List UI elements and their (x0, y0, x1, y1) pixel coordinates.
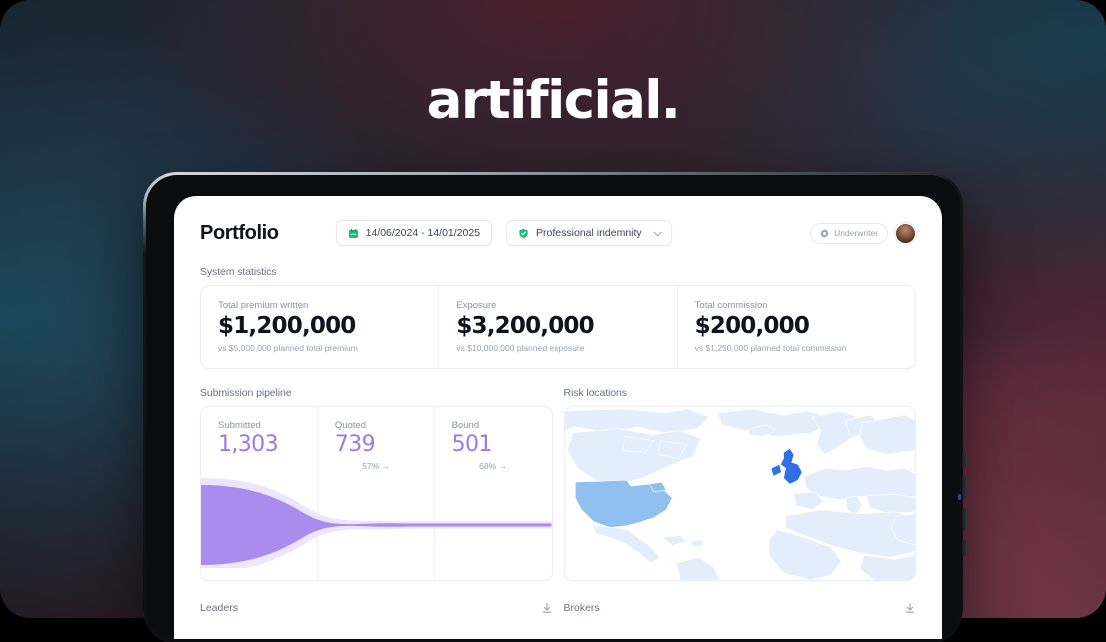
tablet-bezel: Portfolio 14/06/2024 - 14/01/2025 (146, 175, 960, 639)
role-badge-label: Underwriter (834, 228, 878, 238)
funnel-stage: Quoted 739 (318, 420, 435, 457)
download-icon[interactable] (541, 602, 553, 614)
page-title: Portfolio (200, 222, 279, 245)
world-choropleth-svg (565, 407, 916, 580)
bottom-row: Leaders Brokers (200, 602, 916, 614)
date-range-value: 14/06/2024 - 14/01/2025 (366, 227, 480, 239)
funnel-stage-label: Quoted (335, 420, 435, 431)
stat-label: Total premium written (218, 300, 421, 311)
leaders-title: Leaders (200, 602, 238, 614)
app-screen: Portfolio 14/06/2024 - 14/01/2025 (174, 196, 942, 639)
section-label-risk-locations: Risk locations (564, 387, 917, 399)
brokers-table-header: Brokers (564, 602, 917, 614)
funnel-stage: Bound 501 (435, 420, 552, 457)
header-user-area: Underwriter (810, 223, 916, 244)
funnel-stage-value: 1,303 (218, 432, 318, 457)
system-statistics-strip: Total premium written $1,200,000 vs $5,0… (200, 285, 916, 369)
brand-wordmark: artificial. (0, 70, 1106, 131)
funnel-stage-label: Submitted (218, 420, 318, 431)
role-badge[interactable]: Underwriter (810, 223, 888, 244)
submission-pipeline-column: Submission pipeline Submitted 1,303 Quot (200, 369, 553, 581)
avatar[interactable] (895, 223, 916, 244)
product-filter-value: Professional indemnity (536, 227, 642, 239)
stat-value: $200,000 (695, 314, 898, 339)
funnel-conversion: 57% → (318, 461, 435, 471)
stat-subtext: vs $5,000,000 planned total premium (218, 343, 421, 353)
tablet-device-frame: Portfolio 14/06/2024 - 14/01/2025 (143, 172, 963, 642)
stat-card: Total premium written $1,200,000 vs $5,0… (201, 286, 438, 368)
funnel-stage-label: Bound (452, 420, 552, 431)
stat-subtext: vs $10,000,000 planned exposure (456, 343, 659, 353)
funnel-stage: Submitted 1,303 (201, 420, 318, 457)
app-header: Portfolio 14/06/2024 - 14/01/2025 (200, 218, 916, 248)
device-button-4[interactable] (962, 540, 967, 556)
leaders-table-header: Leaders (200, 602, 553, 614)
stat-label: Exposure (456, 300, 659, 311)
section-label-submission-pipeline: Submission pipeline (200, 387, 553, 399)
date-range-picker[interactable]: 14/06/2024 - 14/01/2025 (336, 220, 492, 246)
funnel-stage-value: 739 (335, 432, 435, 457)
stat-value: $1,200,000 (218, 314, 421, 339)
funnel-stage-value: 501 (452, 432, 552, 457)
stat-label: Total commission (695, 300, 898, 311)
risk-locations-map[interactable] (564, 406, 917, 581)
stat-subtext: vs $1,250,000 planned total commission (695, 343, 898, 353)
brokers-title: Brokers (564, 602, 600, 614)
device-button-3[interactable] (962, 508, 967, 530)
funnel-ribbon (201, 476, 552, 568)
funnel-conversion-row: 57% → 68% → (201, 461, 552, 471)
middle-row: Submission pipeline Submitted 1,303 Quot (200, 369, 916, 581)
gear-icon (820, 229, 829, 238)
submission-pipeline-chart: Submitted 1,303 Quoted 739 Bound 501 (200, 406, 553, 581)
section-label-system-statistics: System statistics (200, 266, 916, 278)
stat-card: Exposure $3,200,000 vs $10,000,000 plann… (438, 286, 676, 368)
device-sensor (958, 494, 961, 500)
risk-locations-column: Risk locations (564, 369, 917, 581)
device-button-1[interactable] (962, 452, 967, 468)
funnel-stage-headers: Submitted 1,303 Quoted 739 Bound 501 (201, 407, 552, 457)
funnel-conversion: 68% → (435, 461, 552, 471)
product-filter-select[interactable]: Professional indemnity (506, 220, 672, 246)
download-icon[interactable] (904, 602, 916, 614)
device-button-2[interactable] (962, 476, 967, 498)
shield-check-icon (518, 228, 529, 239)
stat-value: $3,200,000 (456, 314, 659, 339)
stat-card: Total commission $200,000 vs $1,250,000 … (677, 286, 915, 368)
calendar-icon (348, 228, 359, 239)
